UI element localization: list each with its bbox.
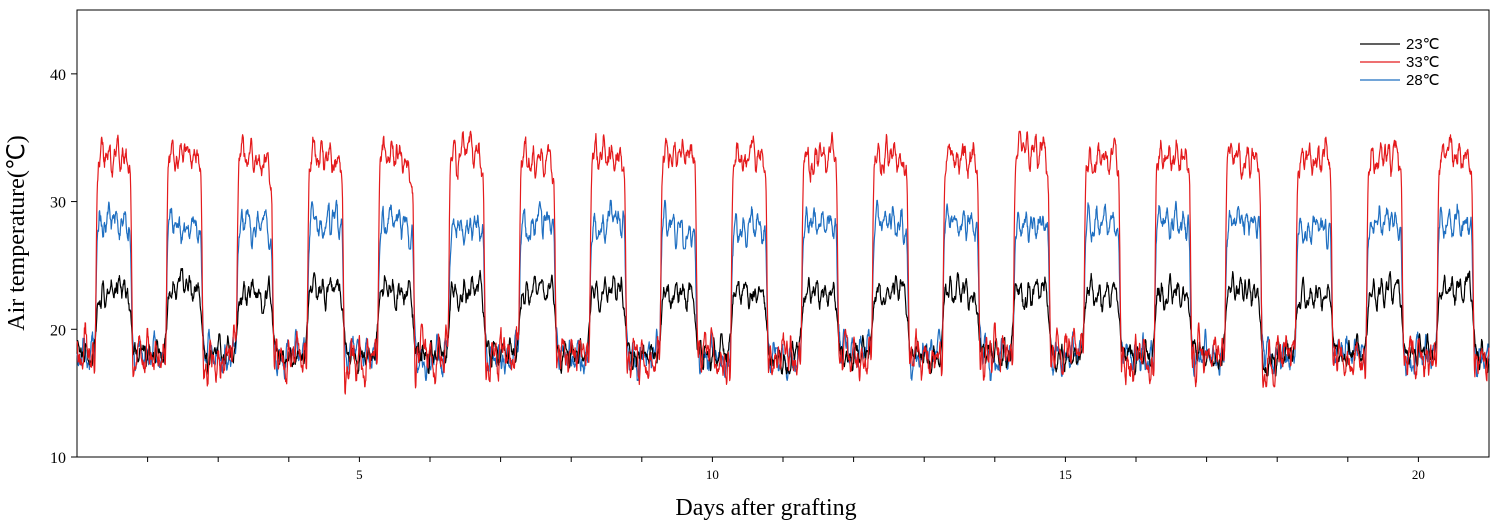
x-axis-ticks: 5 10 15 20 — [147, 457, 1425, 482]
x-tick-label: 20 — [1412, 467, 1425, 482]
y-tick-label: 40 — [50, 67, 66, 84]
y-axis-ticks: 10 20 30 40 — [50, 67, 77, 467]
series-line-1 — [76, 130, 1490, 395]
x-tick-label: 5 — [356, 467, 363, 482]
y-tick-label: 30 — [50, 195, 66, 212]
y-tick-label: 10 — [50, 450, 66, 467]
series-lines — [76, 130, 1490, 395]
legend-label: 23℃ — [1406, 36, 1440, 53]
x-tick-label: 15 — [1059, 467, 1072, 482]
legend-label: 33℃ — [1406, 54, 1440, 71]
legend-label: 28℃ — [1406, 72, 1440, 89]
x-axis-title: Days after grafting — [675, 495, 856, 521]
series-line-2 — [76, 199, 1490, 381]
plot-frame — [76, 9, 1490, 458]
x-tick-label: 10 — [706, 467, 719, 482]
legend: 23℃33℃28℃ — [1360, 36, 1440, 89]
y-tick-label: 20 — [50, 322, 66, 339]
series-line-0 — [76, 268, 1490, 377]
y-axis-title: Air temperature(℃) — [4, 135, 30, 331]
